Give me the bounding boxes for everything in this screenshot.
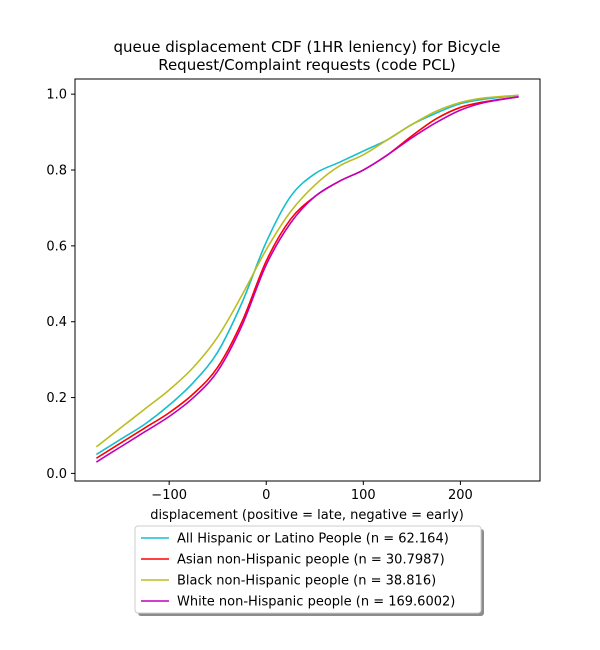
legend: All Hispanic or Latino People (n = 62.16…	[134, 525, 484, 616]
y-axis: 0.0 0.2 0.4 0.6 0.8 1.0	[46, 88, 75, 482]
x-tick-label: 100	[351, 488, 376, 503]
x-axis: −100 0 100 200	[151, 481, 473, 503]
series-line-3	[95, 96, 519, 463]
y-tick-label: 0.4	[46, 315, 67, 330]
legend-label: Black non-Hispanic people (n = 38.816)	[177, 574, 436, 589]
legend-label: White non-Hispanic people (n = 169.6002)	[177, 595, 455, 610]
chart-title-line1: queue displacement CDF (1HR leniency) fo…	[113, 38, 500, 56]
y-tick-label: 0.2	[46, 391, 67, 406]
x-tick-label: 0	[262, 488, 270, 503]
series-line-2	[95, 94, 519, 448]
series-line-1	[95, 96, 519, 459]
x-tick-label: −100	[151, 488, 187, 503]
y-tick-label: 0.0	[46, 467, 67, 482]
x-axis-label: displacement (positive = late, negative …	[150, 508, 464, 523]
y-tick-label: 0.8	[46, 164, 67, 179]
series-line-0	[95, 94, 519, 456]
legend-label: Asian non-Hispanic people (n = 30.7987)	[177, 553, 445, 568]
y-tick-label: 0.6	[46, 239, 67, 254]
x-tick-label: 200	[448, 488, 473, 503]
legend-box	[134, 525, 482, 614]
series-layer	[95, 94, 519, 463]
y-tick-label: 1.0	[46, 88, 67, 103]
chart-title-line2: Request/Complaint requests (code PCL)	[158, 56, 456, 74]
plot-frame	[74, 78, 541, 482]
legend-label: All Hispanic or Latino People (n = 62.16…	[177, 532, 449, 547]
